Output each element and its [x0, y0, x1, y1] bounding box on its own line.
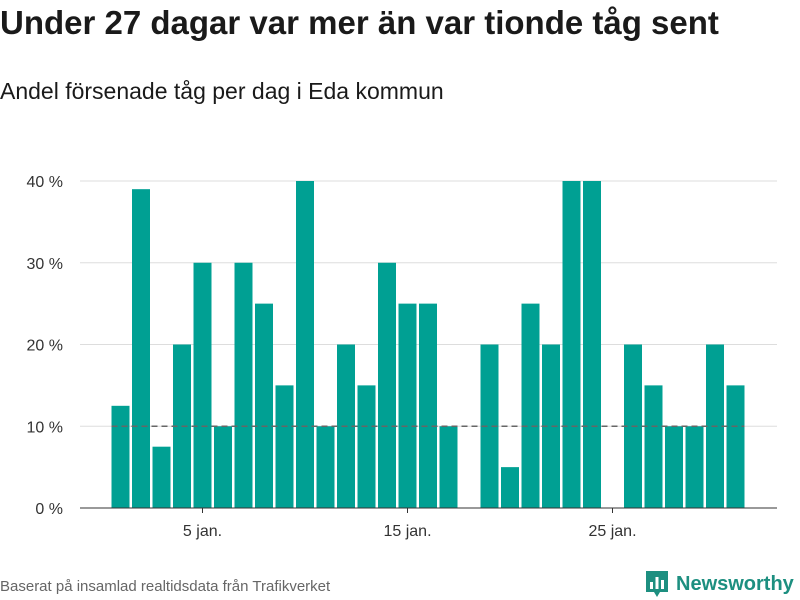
bar	[193, 262, 212, 508]
chart-subtitle: Andel försenade tåg per dag i Eda kommun	[0, 78, 444, 104]
x-tick-label: 25 jan.	[588, 523, 636, 540]
bar	[665, 426, 683, 508]
x-tick-labels: 5 jan. 15 jan. 25 jan.	[183, 523, 637, 540]
bars	[111, 181, 745, 509]
brand-logo: Newsworthy	[644, 569, 794, 599]
chart-title: Under 27 dagar var mer än var tionde tåg…	[0, 4, 719, 41]
bar	[296, 181, 314, 508]
bar	[521, 303, 540, 508]
bar	[275, 385, 294, 508]
x-tick-label: 5 jan.	[183, 523, 222, 540]
bar	[132, 189, 150, 509]
bar	[111, 405, 130, 508]
y-tick-label: 0 %	[35, 501, 63, 518]
y-tick-label: 10 %	[27, 419, 63, 436]
bar	[214, 426, 232, 508]
bar	[542, 344, 560, 508]
bar	[419, 303, 437, 508]
bar	[439, 426, 458, 508]
bar	[501, 467, 519, 508]
bar	[316, 426, 335, 508]
bar	[480, 344, 499, 508]
y-tick-labels: 0 % 10 % 20 % 30 % 40 %	[27, 174, 63, 518]
y-tick-label: 20 %	[27, 338, 63, 355]
y-tick-label: 30 %	[27, 256, 63, 273]
bar	[255, 303, 273, 508]
bar	[685, 426, 704, 508]
bar	[152, 446, 171, 508]
bar	[357, 385, 376, 508]
y-tick-label: 40 %	[27, 174, 63, 191]
bar	[398, 303, 417, 508]
source-note: Baserat på insamlad realtidsdata från Tr…	[0, 578, 331, 595]
bar	[583, 181, 601, 508]
bar	[378, 262, 396, 508]
brand-name: Newsworthy	[676, 572, 794, 595]
bar	[726, 385, 745, 508]
bar-chart-logo-icon	[646, 571, 668, 597]
bar	[234, 262, 253, 508]
bar	[562, 181, 581, 508]
x-tick-label: 15 jan.	[383, 523, 431, 540]
x-axis	[80, 507, 777, 513]
bar	[644, 385, 663, 508]
